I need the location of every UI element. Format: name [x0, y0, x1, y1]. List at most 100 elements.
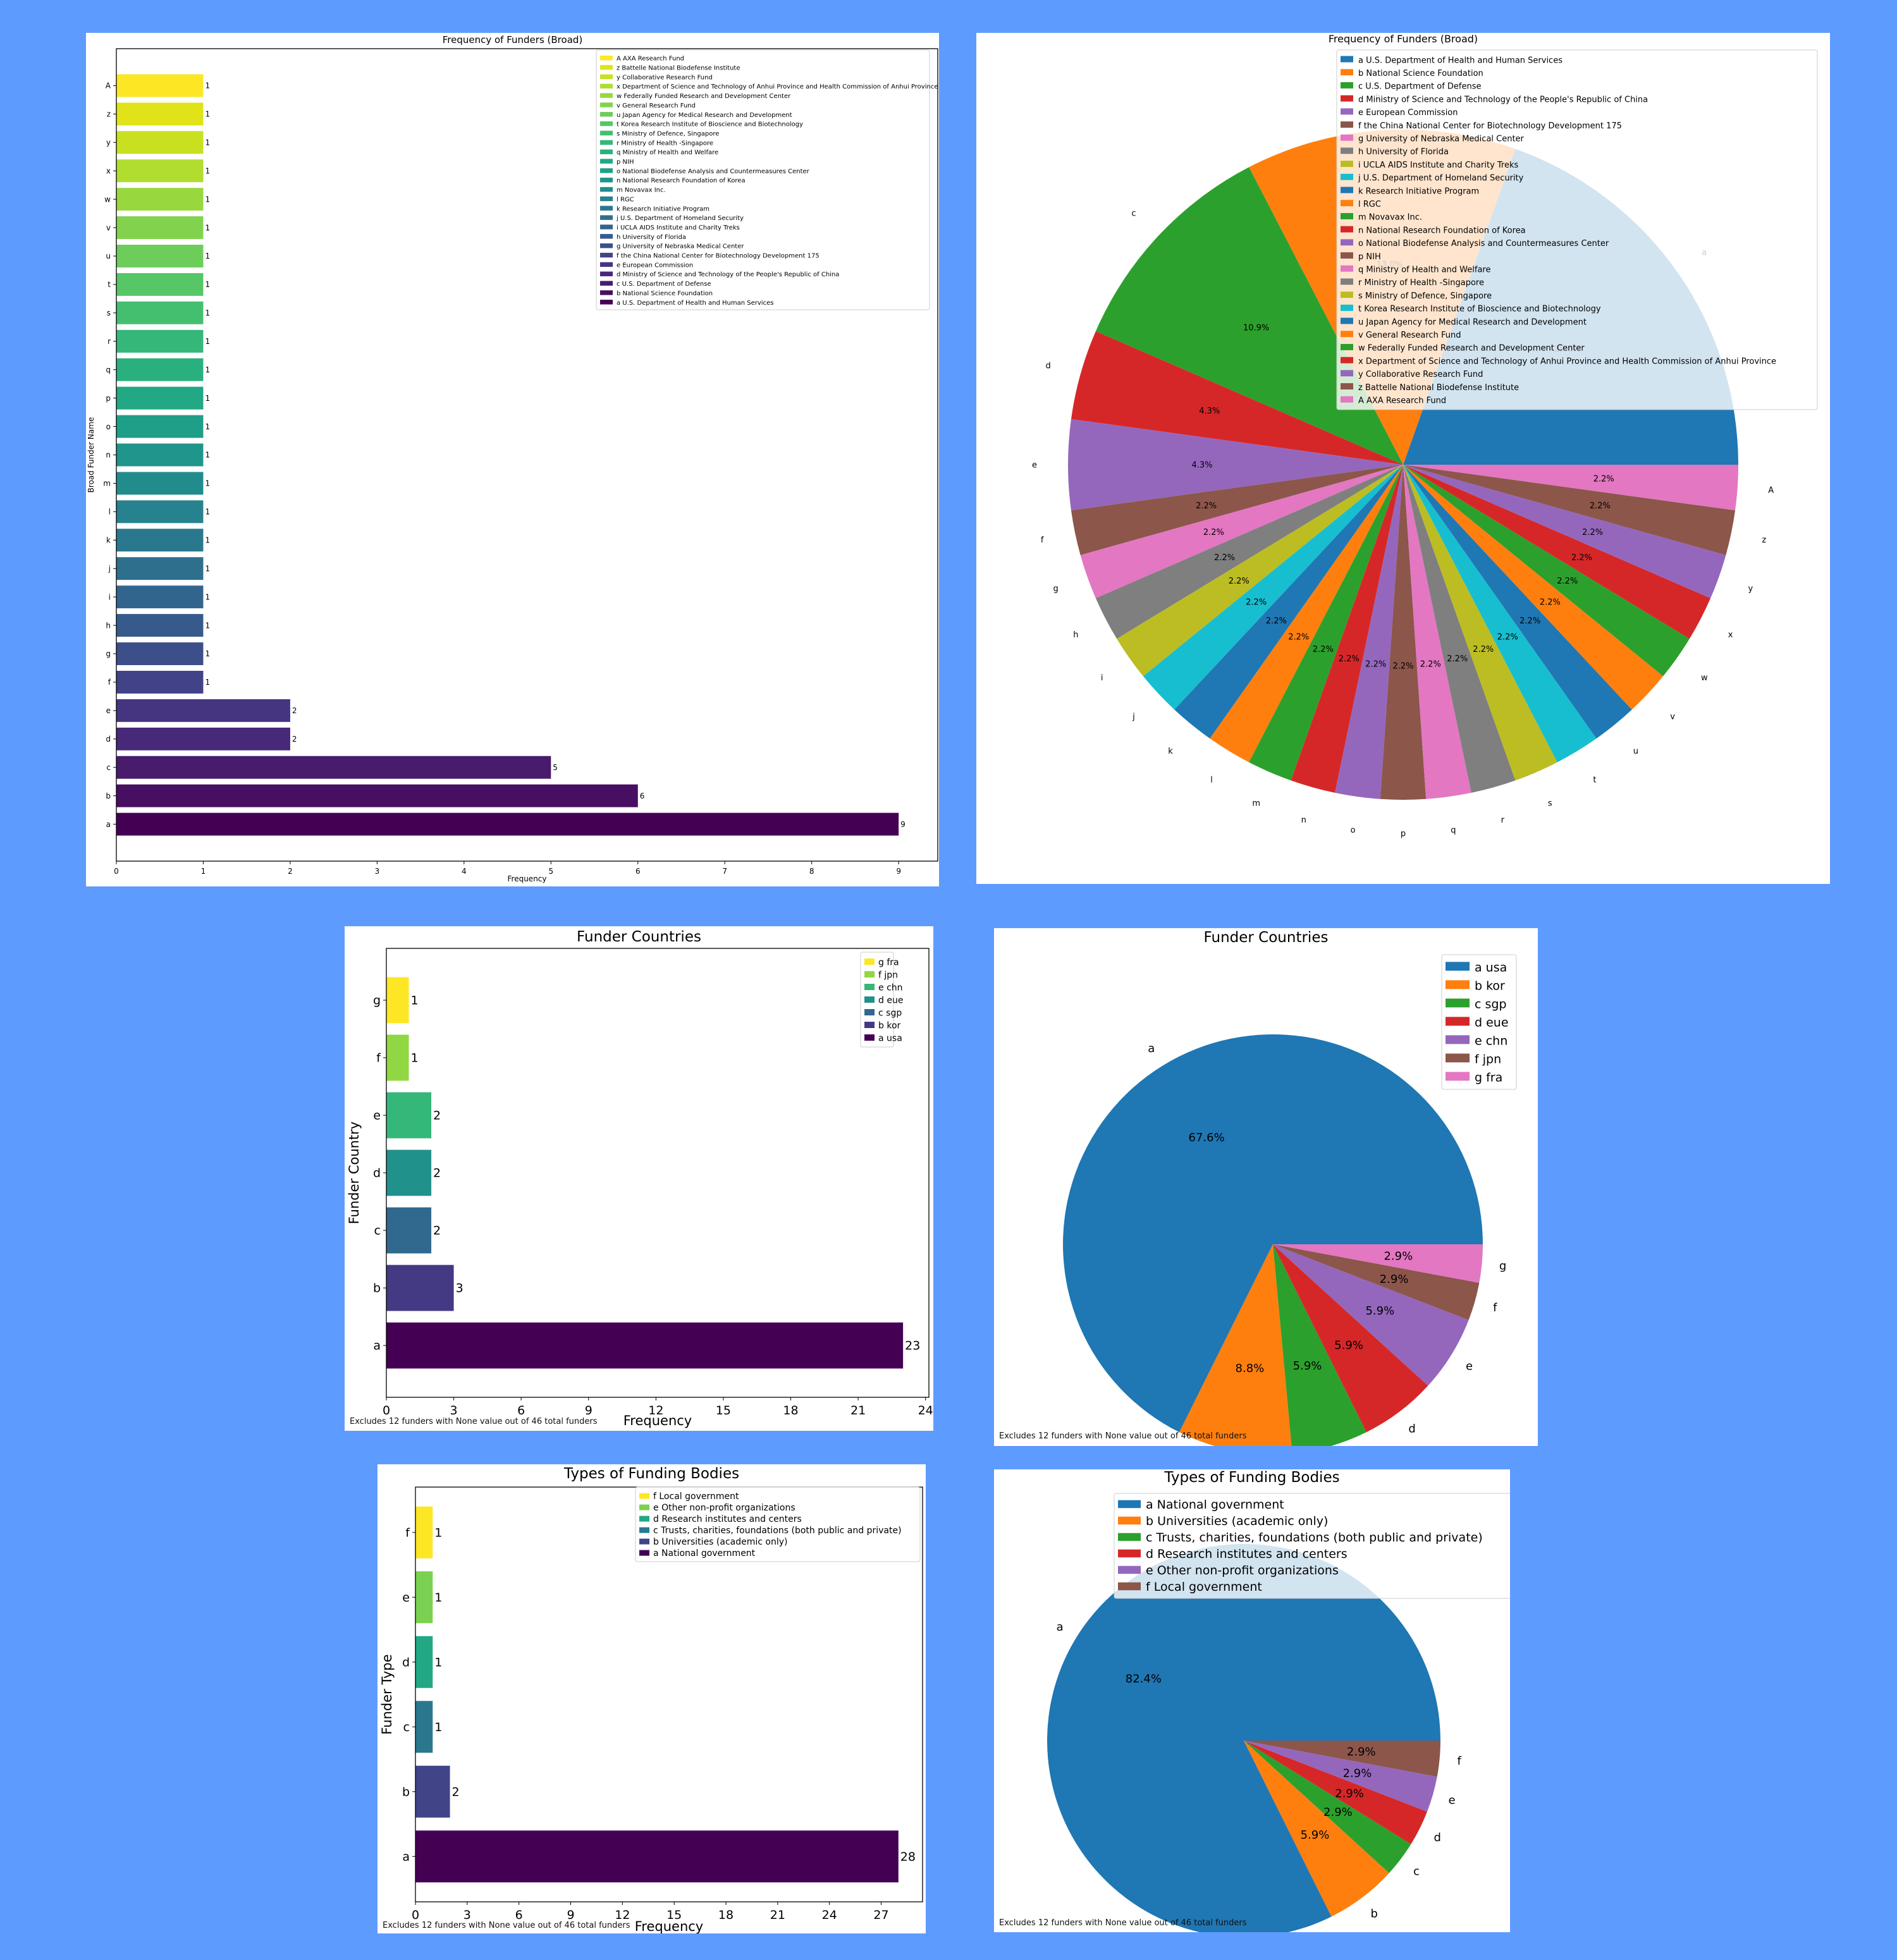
- pie-pct-label: 2.2%: [1365, 660, 1386, 670]
- legend-swatch: [1118, 1516, 1141, 1525]
- legend-swatch: [600, 140, 613, 145]
- legend-label: a usa: [1475, 960, 1507, 974]
- legend-swatch: [1341, 108, 1353, 115]
- pie-pct-label: 8.8%: [1236, 1362, 1265, 1375]
- legend-swatch: [1341, 265, 1353, 272]
- pie-category-label: n: [1301, 816, 1306, 825]
- pie-category-label: d: [1408, 1423, 1415, 1436]
- bar-a: [415, 1830, 899, 1883]
- pie-slice-b: [1179, 1244, 1292, 1446]
- bar-value-label: 1: [411, 994, 419, 1008]
- pie-slice-e: [1244, 1741, 1437, 1812]
- y-tick-label: e: [373, 1109, 381, 1123]
- legend-swatch: [639, 1538, 649, 1545]
- axes-frame: [116, 48, 938, 862]
- bar-value-label: 1: [205, 678, 210, 687]
- legend-swatch: [600, 243, 613, 248]
- bar-r: [116, 329, 204, 353]
- legend-swatch: [600, 215, 613, 220]
- bar-A: [116, 74, 204, 97]
- pie-slice-d: [1273, 1244, 1428, 1433]
- legend-swatch: [1118, 1582, 1141, 1591]
- x-tick-label: 3: [450, 1404, 458, 1418]
- chart-title: Frequency of Funders (Broad): [1328, 33, 1478, 45]
- pie-pct-label: 2.2%: [1519, 616, 1540, 626]
- legend-label: u Japan Agency for Medical Research and …: [617, 112, 792, 119]
- axes-frame: [386, 948, 930, 1398]
- legend-swatch: [600, 300, 613, 305]
- y-tick-label: f: [405, 1526, 410, 1540]
- legend-swatch: [1446, 980, 1470, 989]
- pie-category-label: y: [1748, 584, 1753, 594]
- legend-swatch: [639, 1550, 649, 1556]
- bar-u: [116, 245, 204, 267]
- x-tick-label: 9: [567, 1908, 574, 1922]
- bar-a: [386, 1322, 904, 1369]
- x-tick-label: 0: [114, 867, 119, 876]
- x-tick-label: 0: [383, 1404, 390, 1418]
- x-tick-label: 9: [585, 1404, 592, 1418]
- bar-value-label: 1: [205, 337, 210, 346]
- y-tick-label: v: [106, 223, 111, 232]
- pie-category-label: s: [1548, 799, 1552, 808]
- bar-value-label: 1: [205, 394, 210, 403]
- bar-x: [116, 159, 204, 183]
- legend-swatch: [1341, 304, 1353, 311]
- bar-t: [116, 273, 204, 296]
- bar-value-label: 2: [433, 1167, 441, 1180]
- bar-c: [415, 1701, 433, 1753]
- panel-broad-bar: Frequency of Funders (Broad) 9 a 6 b 5 c 2 d 2 e 1…: [86, 33, 939, 886]
- pie-pct-label: 2.2%: [1420, 660, 1441, 670]
- x-tick-label: 3: [464, 1908, 471, 1922]
- legend-swatch: [1341, 396, 1353, 403]
- bar-value-label: 1: [205, 166, 210, 175]
- legend-swatch: [600, 281, 613, 286]
- pie-category-label: h: [1073, 630, 1078, 640]
- pie-slice-A: [1403, 465, 1738, 511]
- legend-label: n National Research Foundation of Korea: [1358, 226, 1526, 235]
- legend-label: i UCLA AIDS Institute and Charity Treks: [617, 224, 740, 231]
- bar-value-label: 1: [205, 365, 210, 374]
- legend-label: g fra: [1475, 1070, 1502, 1084]
- pie-pct-label: 2.2%: [1288, 632, 1309, 642]
- bar-value-label: 1: [411, 1051, 419, 1065]
- legend-swatch: [1118, 1565, 1141, 1574]
- legend-swatch: [1341, 343, 1353, 350]
- pie-pct-label: 2.2%: [1313, 645, 1334, 654]
- pie-category-label: j: [1132, 712, 1135, 721]
- pie-slice-e: [1273, 1244, 1469, 1386]
- legend-swatch: [1341, 200, 1353, 207]
- legend-label: d Research institutes and centers: [1146, 1547, 1348, 1561]
- pie-category-label: g: [1499, 1259, 1506, 1273]
- bar-value-label: 1: [434, 1526, 442, 1540]
- legend-swatch: [1341, 121, 1353, 128]
- legend-box: [596, 49, 930, 310]
- legend-swatch: [639, 1504, 649, 1510]
- legend-swatch: [1341, 226, 1353, 233]
- footnote: Excludes 12 funders with None value out …: [350, 1417, 598, 1426]
- footnote: Excludes 12 funders with None value out …: [383, 1921, 630, 1930]
- pie-pct-label: 2.2%: [1497, 632, 1518, 642]
- legend-label: a U.S. Department of Health and Human Se…: [1358, 56, 1562, 65]
- legend-label: k Research Initiative Program: [617, 205, 709, 212]
- y-tick-label: h: [106, 621, 111, 630]
- legend-swatch: [864, 1034, 875, 1041]
- chart-title: Types of Funding Bodies: [1164, 1469, 1340, 1486]
- bar-e: [116, 699, 290, 722]
- legend-swatch: [600, 130, 613, 136]
- bar-s: [116, 301, 204, 324]
- x-tick-label: 2: [288, 867, 293, 876]
- footnote: Excludes 12 funders with None value out …: [999, 1431, 1247, 1441]
- pie-slice-y: [1403, 465, 1726, 599]
- type-pie-chart: 82.4% a 5.9% b 2.9% c 2.9% d 2.9% e 2.9% f a Nationa…: [1047, 1493, 1510, 1932]
- x-tick-label: 21: [770, 1908, 785, 1922]
- bar-l: [116, 500, 204, 524]
- legend-label: d Ministry of Science and Technology of …: [617, 271, 839, 278]
- legend-label: p NIH: [617, 159, 634, 166]
- pie-category-label: z: [1762, 536, 1766, 545]
- pie-category-label: d: [1434, 1831, 1441, 1844]
- legend-label: j U.S. Department of Homeland Security: [616, 215, 744, 222]
- y-tick-label: i: [109, 592, 111, 601]
- pie-category-label: c: [1131, 209, 1136, 219]
- legend-label: a usa: [878, 1033, 902, 1043]
